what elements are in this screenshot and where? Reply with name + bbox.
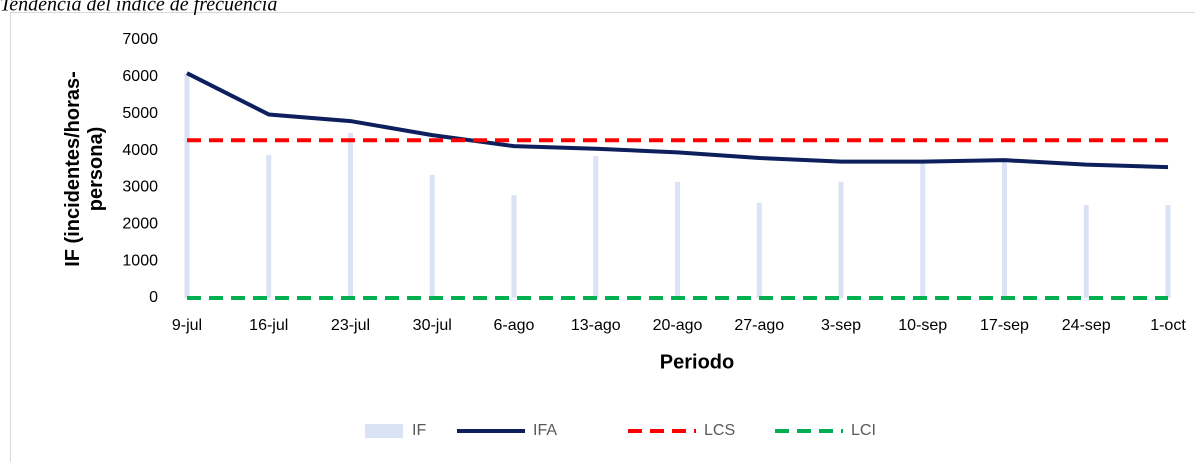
legend-label: IFA bbox=[533, 422, 557, 439]
y-tick-label: 7000 bbox=[122, 31, 158, 48]
y-tick-label: 4000 bbox=[122, 142, 158, 159]
x-tick-label: 9-jul bbox=[172, 317, 202, 334]
bar bbox=[348, 132, 353, 298]
y-tick-label: 1000 bbox=[122, 252, 158, 269]
bar bbox=[920, 161, 926, 298]
legend-swatch bbox=[365, 424, 403, 438]
y-tick-label: 0 bbox=[149, 289, 158, 306]
bar bbox=[1165, 205, 1171, 298]
x-tick-label: 17-sep bbox=[980, 317, 1029, 334]
x-tick-label: 20-ago bbox=[653, 317, 703, 334]
y-tick-label: 3000 bbox=[122, 179, 158, 196]
y-tick-label: 5000 bbox=[122, 105, 158, 122]
x-axis-title: Periodo bbox=[660, 351, 734, 373]
x-tick-label: 1-oct bbox=[1150, 317, 1186, 334]
y-axis-title: IF (incidentes/horas-persona) bbox=[62, 71, 107, 267]
chart-border bbox=[10, 12, 1195, 462]
bar bbox=[184, 73, 190, 299]
line bbox=[186, 71, 1169, 170]
x-tick-label: 23-jul bbox=[331, 317, 370, 334]
x-tick-label: 16-jul bbox=[249, 317, 288, 334]
bar bbox=[675, 181, 680, 298]
x-tick-label: 3-sep bbox=[821, 317, 861, 334]
legend-label: IF bbox=[412, 422, 426, 439]
legend-label: LCI bbox=[851, 422, 876, 439]
x-tick-label: 27-ago bbox=[734, 317, 784, 334]
x-tick-label: 30-jul bbox=[413, 317, 452, 334]
bar bbox=[593, 156, 599, 298]
x-tick-label: 6-ago bbox=[494, 317, 535, 334]
bar bbox=[511, 195, 517, 298]
y-tick-label: 6000 bbox=[122, 68, 158, 85]
bar bbox=[756, 202, 762, 298]
x-tick-label: 13-ago bbox=[571, 317, 621, 334]
bar bbox=[429, 174, 435, 298]
x-tick-label: 24-sep bbox=[1062, 317, 1111, 334]
bar bbox=[838, 181, 844, 298]
bar bbox=[1083, 205, 1089, 298]
bar bbox=[1002, 160, 1007, 298]
bar bbox=[266, 154, 272, 298]
y-tick-label: 2000 bbox=[122, 216, 158, 233]
legend-label: LCS bbox=[704, 422, 735, 439]
x-tick-label: 10-sep bbox=[898, 317, 947, 334]
chart-title: Tendencia del índice de frecuencia bbox=[0, 0, 277, 16]
